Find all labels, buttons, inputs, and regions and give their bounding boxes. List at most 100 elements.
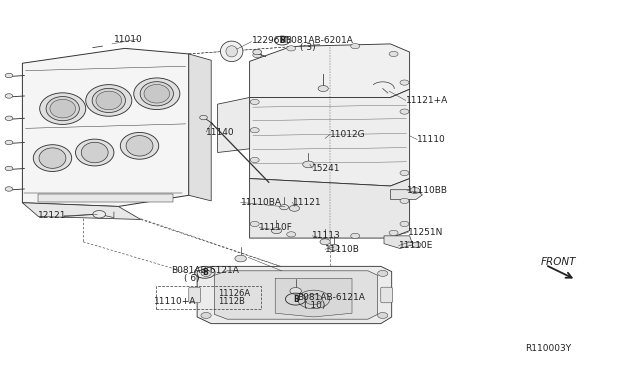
Circle shape [318,86,328,92]
Circle shape [235,255,246,262]
Ellipse shape [46,97,79,121]
Text: 11010: 11010 [114,35,143,44]
Text: B081AB-6121A: B081AB-6121A [298,293,365,302]
Text: 11110+A: 11110+A [154,297,196,306]
Circle shape [5,166,13,171]
Polygon shape [22,48,189,206]
Circle shape [287,232,296,237]
Circle shape [93,211,106,218]
Ellipse shape [126,136,153,156]
Circle shape [378,312,388,318]
Circle shape [329,244,339,250]
Text: ( 10): ( 10) [304,301,325,310]
Text: B081AB-6121A: B081AB-6121A [172,266,239,275]
Text: 11110B: 11110B [325,245,360,254]
Text: ( 6): ( 6) [184,274,200,283]
Text: 11113: 11113 [312,231,341,240]
Ellipse shape [76,139,114,166]
Text: 12121: 12121 [38,211,67,220]
Text: 11110F: 11110F [259,223,293,232]
Circle shape [201,270,211,276]
Circle shape [389,51,398,57]
Ellipse shape [120,132,159,159]
Ellipse shape [144,84,170,103]
Ellipse shape [92,89,125,112]
Circle shape [320,239,330,245]
Text: B: B [293,295,298,304]
Ellipse shape [50,99,76,118]
Polygon shape [22,203,141,219]
Circle shape [410,187,420,193]
Ellipse shape [140,82,173,106]
Polygon shape [218,97,250,153]
Circle shape [400,80,409,85]
Circle shape [250,128,259,133]
Polygon shape [384,236,413,248]
Text: 11012G: 11012G [330,130,365,139]
Circle shape [351,233,360,238]
Ellipse shape [226,46,237,57]
Circle shape [287,46,296,51]
Text: 11121: 11121 [292,198,321,207]
Circle shape [250,157,259,163]
Text: 11110BB: 11110BB [407,186,448,195]
Circle shape [400,198,409,203]
Circle shape [5,116,13,121]
Ellipse shape [33,145,72,171]
Text: 12296M: 12296M [252,36,288,45]
Text: 11126A: 11126A [218,289,250,298]
Circle shape [200,115,207,120]
Ellipse shape [39,148,66,168]
Circle shape [5,73,13,78]
Text: 11140: 11140 [206,128,235,137]
Circle shape [250,221,259,227]
Polygon shape [390,190,422,199]
FancyBboxPatch shape [189,287,200,303]
Circle shape [5,187,13,191]
Circle shape [5,94,13,98]
Ellipse shape [40,93,86,124]
Circle shape [289,205,300,211]
Circle shape [378,270,388,276]
Text: FRONT: FRONT [541,257,576,267]
Circle shape [290,288,301,294]
Ellipse shape [96,91,122,110]
Circle shape [253,52,262,58]
Circle shape [250,99,259,105]
Circle shape [280,205,289,210]
Text: B081AB-6201A: B081AB-6201A [285,36,353,45]
Polygon shape [275,278,352,317]
Circle shape [351,44,360,49]
Text: B: B [280,36,285,45]
Ellipse shape [86,84,132,116]
Ellipse shape [220,41,243,61]
Polygon shape [214,271,378,319]
Text: ( 3): ( 3) [300,43,315,52]
Circle shape [305,294,323,305]
Polygon shape [250,179,410,238]
Polygon shape [197,266,392,324]
Circle shape [271,228,282,234]
Polygon shape [38,194,173,202]
Circle shape [201,312,211,318]
Text: 11121+A: 11121+A [406,96,448,105]
Circle shape [389,230,398,235]
Text: R110003Y: R110003Y [525,344,571,353]
Text: 11110BA: 11110BA [241,198,282,207]
Text: 11110E: 11110E [399,241,433,250]
Ellipse shape [81,142,108,163]
Text: 15241: 15241 [312,164,341,173]
Circle shape [298,290,330,309]
FancyBboxPatch shape [381,287,392,303]
Ellipse shape [134,78,180,109]
Text: 11110: 11110 [417,135,446,144]
Circle shape [400,170,409,176]
Circle shape [253,49,262,55]
Text: 1112B: 1112B [218,297,244,306]
Circle shape [400,109,409,114]
Circle shape [412,242,421,247]
Polygon shape [189,54,211,201]
Polygon shape [250,44,410,97]
Bar [156,286,261,309]
Circle shape [5,140,13,145]
